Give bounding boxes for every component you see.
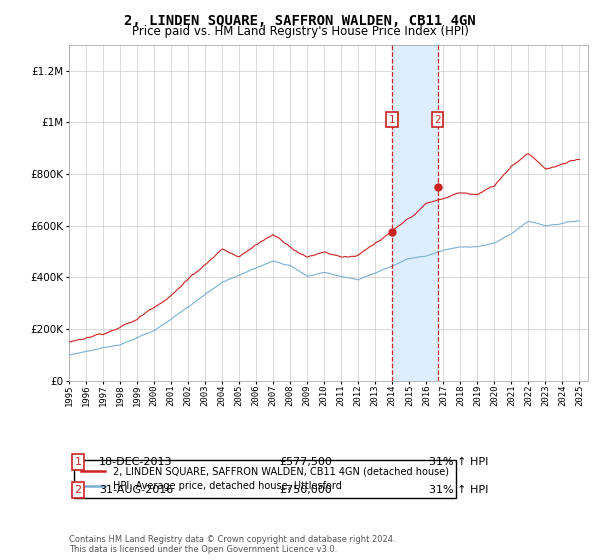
Text: 2: 2 [74,485,82,495]
Text: £750,000: £750,000 [279,485,332,495]
Text: Contains HM Land Registry data © Crown copyright and database right 2024.
This d: Contains HM Land Registry data © Crown c… [69,535,395,554]
Text: 31% ↑ HPI: 31% ↑ HPI [429,457,488,467]
Text: 18-DEC-2013: 18-DEC-2013 [99,457,173,467]
Bar [392,45,437,381]
Text: Price paid vs. HM Land Registry's House Price Index (HPI): Price paid vs. HM Land Registry's House … [131,25,469,38]
Text: 1: 1 [388,115,395,125]
Text: 2: 2 [434,115,441,125]
Text: 2, LINDEN SQUARE, SAFFRON WALDEN, CB11 4GN: 2, LINDEN SQUARE, SAFFRON WALDEN, CB11 4… [124,14,476,28]
Text: 1: 1 [74,457,82,467]
Text: £577,500: £577,500 [279,457,332,467]
Text: 31% ↑ HPI: 31% ↑ HPI [429,485,488,495]
Legend: 2, LINDEN SQUARE, SAFFRON WALDEN, CB11 4GN (detached house), HPI: Average price,: 2, LINDEN SQUARE, SAFFRON WALDEN, CB11 4… [74,460,455,498]
Text: 31-AUG-2016: 31-AUG-2016 [99,485,173,495]
